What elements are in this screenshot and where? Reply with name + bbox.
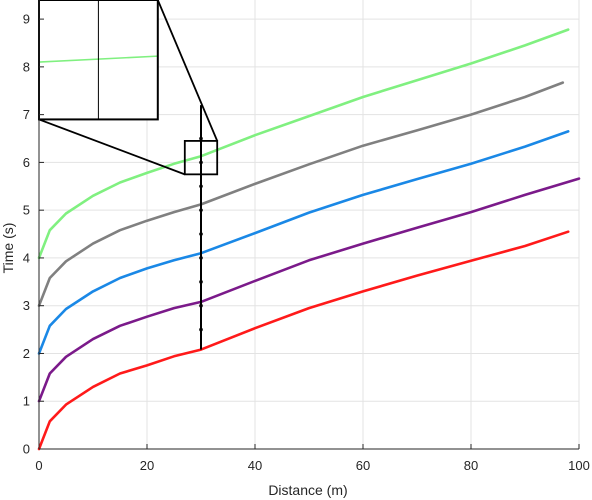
x-tick-label-5: 100 xyxy=(568,458,590,473)
y-axis-title: Time (s) xyxy=(0,223,16,274)
x-tick-label-3: 60 xyxy=(356,458,370,473)
x-tick-label-0: 0 xyxy=(35,458,42,473)
tick-labels: 0 20 40 60 80 100 0 1 2 3 4 5 6 7 8 9 xyxy=(23,12,590,473)
zoom-box xyxy=(183,140,219,176)
vertical-line-marker-0 xyxy=(199,327,203,332)
x-tick-label-2: 40 xyxy=(248,458,262,473)
vertical-line-marker-8 xyxy=(199,136,203,141)
axes xyxy=(38,0,580,450)
vertical-line-marker-3 xyxy=(199,256,203,260)
inset-connector-top xyxy=(156,0,219,142)
x-tick-label-1: 20 xyxy=(140,458,154,473)
y-tick-label-7: 7 xyxy=(23,107,30,122)
vertical-line-marker-4 xyxy=(199,232,203,236)
y-tick-label-9: 9 xyxy=(23,12,30,27)
x-tick-label-4: 80 xyxy=(464,458,478,473)
y-tick-label-2: 2 xyxy=(23,346,30,361)
vertical-line-marker-7 xyxy=(199,160,203,165)
y-tick-label-5: 5 xyxy=(23,203,30,218)
x-axis-title: Distance (m) xyxy=(268,482,347,498)
vertical-line-marker-1 xyxy=(199,303,203,308)
y-tick-label-6: 6 xyxy=(23,155,30,170)
grid xyxy=(38,0,580,450)
y-tick-label-8: 8 xyxy=(23,59,30,74)
vertical-line-marker-5 xyxy=(199,208,203,212)
annotation-layer xyxy=(38,0,219,350)
y-tick-label-3: 3 xyxy=(23,298,30,313)
inset-connector-bottom xyxy=(38,118,186,176)
y-tick-label-0: 0 xyxy=(23,442,30,457)
vertical-line-marker-2 xyxy=(199,280,203,284)
y-tick-label-4: 4 xyxy=(23,250,30,265)
vertical-line-marker-6 xyxy=(199,184,203,189)
y-tick-label-1: 1 xyxy=(23,394,30,409)
